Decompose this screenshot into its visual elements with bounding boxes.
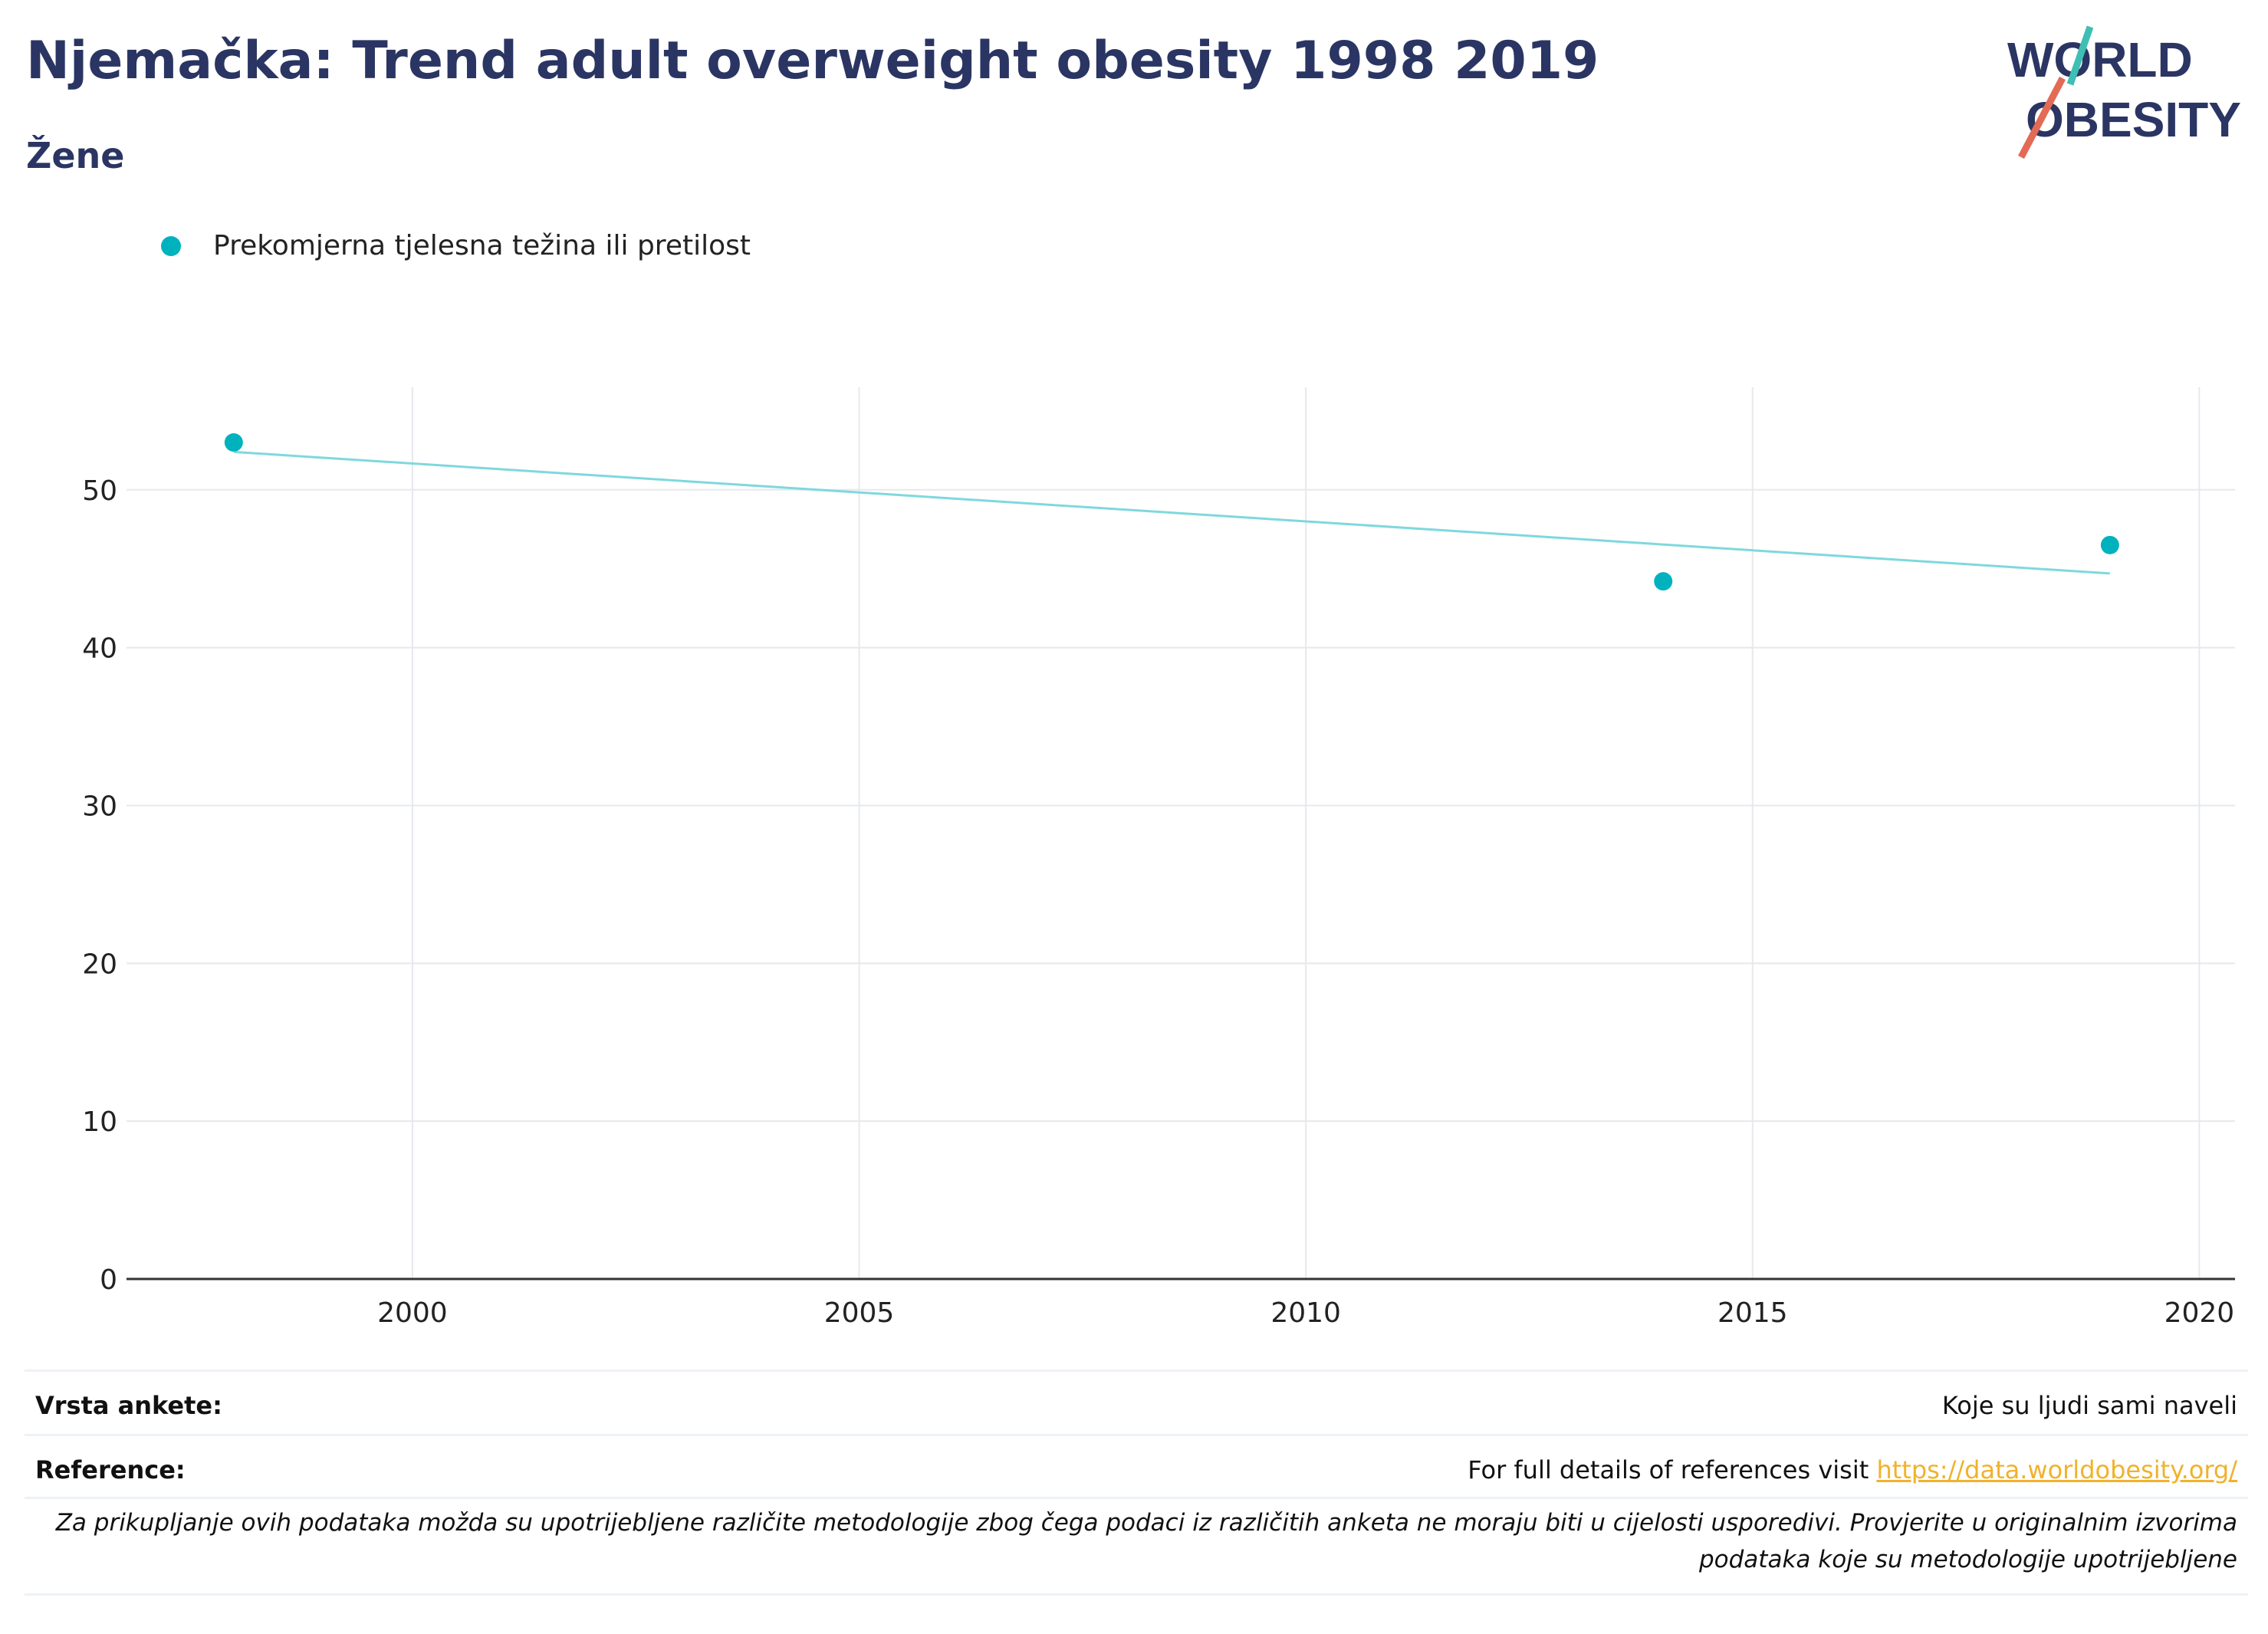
reference-label: Reference:: [35, 1455, 186, 1484]
y-tick-label: 20: [82, 949, 117, 980]
y-tick-label: 10: [82, 1106, 117, 1138]
footer-divider: [25, 1369, 2248, 1372]
reference-value: For full details of references visit htt…: [1468, 1455, 2237, 1484]
y-tick-label: 30: [82, 791, 117, 822]
reference-text: For full details of references visit: [1468, 1455, 1877, 1484]
world-obesity-logo: WORLD OBESITY: [2007, 25, 2241, 159]
reference-link[interactable]: https://data.worldobesity.org/: [1876, 1455, 2237, 1484]
chart-legend: Prekomjerna tjelesna težina ili pretilos…: [161, 230, 751, 261]
scatter-chart: 0 10 20 30 40 50 2000 2005 2010 2015 2020: [82, 387, 2235, 1329]
data-point: [224, 433, 243, 452]
legend-label: Prekomjerna tjelesna težina ili pretilos…: [213, 230, 751, 261]
x-tick-label: 2020: [2164, 1297, 2235, 1329]
methodology-note: Za prikupljanje ovih podataka možda su u…: [55, 1509, 2237, 1573]
logo-text-obesity: OBESITY: [2026, 92, 2241, 147]
legend-marker: [161, 235, 181, 256]
x-tick-label: 2010: [1270, 1297, 1341, 1329]
reference-row: Reference: For full details of reference…: [35, 1451, 2237, 1489]
data-point: [2100, 535, 2119, 554]
footer-divider: [25, 1593, 2248, 1596]
trend-line: [233, 450, 2110, 575]
logo-slash-red: [2018, 76, 2066, 159]
y-tick-label: 40: [82, 633, 117, 665]
logo-text-world: WORLD: [2007, 32, 2193, 87]
x-tick-label: 2015: [1717, 1297, 1788, 1329]
y-tick-label: 50: [82, 475, 117, 507]
data-point: [1654, 572, 1673, 591]
y-tick-label: 0: [100, 1264, 117, 1296]
footer-divider: [25, 1434, 2248, 1436]
logo-slash-teal: [2066, 25, 2094, 86]
chart-title: Njemačka: Trend adult overweight obesity…: [26, 31, 1599, 91]
survey-type-label: Vrsta ankete:: [35, 1391, 222, 1420]
x-tick-label: 2005: [824, 1297, 895, 1329]
survey-type-row: Vrsta ankete: Koje su ljudi sami naveli: [35, 1386, 2237, 1425]
x-tick-label: 2000: [377, 1297, 448, 1329]
chart-subtitle: Žene: [26, 135, 125, 176]
footer-divider: [25, 1497, 2248, 1499]
survey-type-value: Koje su ljudi sami naveli: [1941, 1391, 2237, 1420]
